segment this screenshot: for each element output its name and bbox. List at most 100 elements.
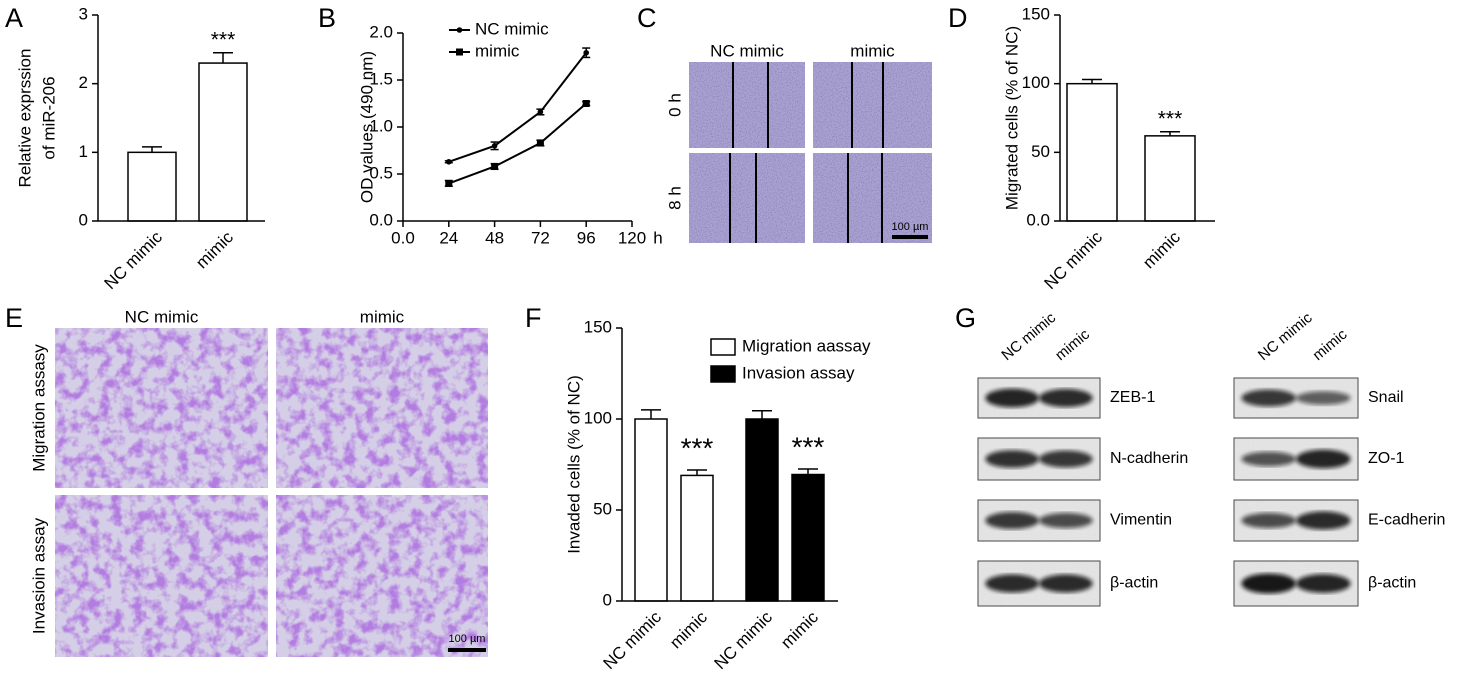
y-tick-label: 2.0 (369, 22, 393, 41)
line (448, 52, 587, 163)
band (1039, 574, 1093, 593)
legend-label: Migration aassay (742, 336, 871, 355)
y-tick-label: 0.5 (369, 163, 393, 182)
marker (491, 162, 499, 170)
x-tick-label: 0.0 (391, 228, 415, 247)
band (1296, 391, 1351, 405)
bar (1066, 82, 1118, 222)
y-tick-label: 0 (603, 590, 612, 609)
marker (491, 143, 498, 149)
protein-label: N-cadherin (1110, 450, 1188, 467)
band (1296, 449, 1351, 469)
panel-letter: D (948, 3, 968, 33)
y-tick-label: 0.0 (1026, 210, 1050, 229)
band (1039, 450, 1093, 468)
x-tick-label: NC mimic (599, 607, 665, 673)
column-label: mimic (360, 307, 405, 326)
micrograph-texture (689, 153, 805, 243)
micrograph-texture (813, 62, 932, 148)
lane-label: NC mimic (1255, 309, 1316, 364)
legend-label: Invasion assay (742, 363, 855, 382)
y-axis-label: Relative exprssion (15, 49, 34, 188)
legend-marker (456, 48, 463, 56)
line (448, 102, 587, 185)
row-label: Migration assasy (29, 344, 48, 472)
band (985, 450, 1039, 468)
protein-label: ZO-1 (1368, 450, 1405, 467)
band (1241, 573, 1296, 594)
x-tick-label: 24 (439, 228, 458, 247)
micrograph-texture (276, 328, 488, 488)
marker (446, 158, 452, 165)
marker (445, 179, 453, 187)
micrograph-texture (689, 62, 805, 148)
row-label: Invasioin assay (29, 517, 48, 634)
x-tick-label: mimic (666, 607, 711, 652)
marker (582, 100, 590, 107)
column-label: mimic (850, 41, 895, 60)
panel-letter: G (955, 303, 976, 333)
y-axis-label: of miR-206 (39, 76, 58, 159)
x-tick-label: 72 (531, 228, 550, 247)
y-tick-label: 100 (1022, 73, 1050, 92)
significance: *** (211, 28, 236, 51)
scale-bar-label: 100 µm (892, 221, 929, 233)
bar (198, 62, 248, 222)
band (985, 574, 1039, 593)
y-tick-label: 1.5 (369, 69, 393, 88)
row-label: 0 h (665, 93, 684, 117)
y-tick-label: 150 (584, 317, 612, 336)
micrograph-texture (276, 495, 488, 657)
lane-label: mimic (1309, 326, 1350, 365)
significance: *** (1158, 107, 1183, 130)
column-label: NC mimic (710, 41, 784, 60)
bar (680, 474, 714, 602)
legend-swatch (710, 365, 736, 383)
x-tick-label: mimic (1139, 227, 1184, 272)
bar (791, 473, 825, 602)
micrograph-texture (55, 495, 268, 657)
band (1241, 512, 1296, 529)
marker (583, 49, 589, 56)
panel-letter: B (318, 3, 336, 33)
band (1241, 389, 1296, 407)
band (1241, 451, 1296, 467)
column-label: NC mimic (125, 307, 199, 326)
micrograph-texture (55, 328, 268, 488)
y-tick-label: 150 (1022, 4, 1050, 23)
y-tick-label: 2 (79, 73, 88, 92)
y-tick-label: 1 (79, 142, 88, 161)
y-tick-label: 100 (584, 408, 612, 427)
bar (127, 151, 177, 222)
y-tick-label: 3 (79, 4, 88, 23)
band (985, 388, 1039, 408)
x-tick-label: 120 (618, 228, 646, 247)
bar (745, 418, 779, 602)
protein-label: Snail (1368, 389, 1404, 406)
band (985, 512, 1039, 529)
x-tick-label: mimic (777, 607, 822, 652)
protein-label: ZEB-1 (1110, 389, 1155, 406)
legend-swatch (710, 338, 736, 356)
x-tick-label: mimic (192, 227, 237, 272)
marker (537, 109, 544, 115)
micrograph-texture (813, 153, 932, 243)
x-unit: h (653, 228, 662, 247)
legend-marker (456, 27, 463, 33)
marker (536, 139, 544, 147)
panel-letters: A B C D E F G (5, 3, 976, 333)
protein-label: β-actin (1368, 575, 1416, 592)
y-axis-label: OD values (490 nm) (357, 51, 376, 203)
legend-label: mimic (475, 41, 520, 60)
band (1039, 388, 1093, 408)
bar (634, 418, 668, 602)
y-tick-label: 0 (79, 210, 88, 229)
y-tick-label: 1.0 (369, 116, 393, 135)
legend-label: NC mimic (475, 19, 549, 38)
protein-label: β-actin (1110, 575, 1158, 592)
protein-label: Vimentin (1110, 512, 1172, 529)
significance: *** (792, 431, 825, 462)
scale-bar-label: 100 µm (449, 633, 486, 645)
panel-letter: E (5, 303, 23, 333)
